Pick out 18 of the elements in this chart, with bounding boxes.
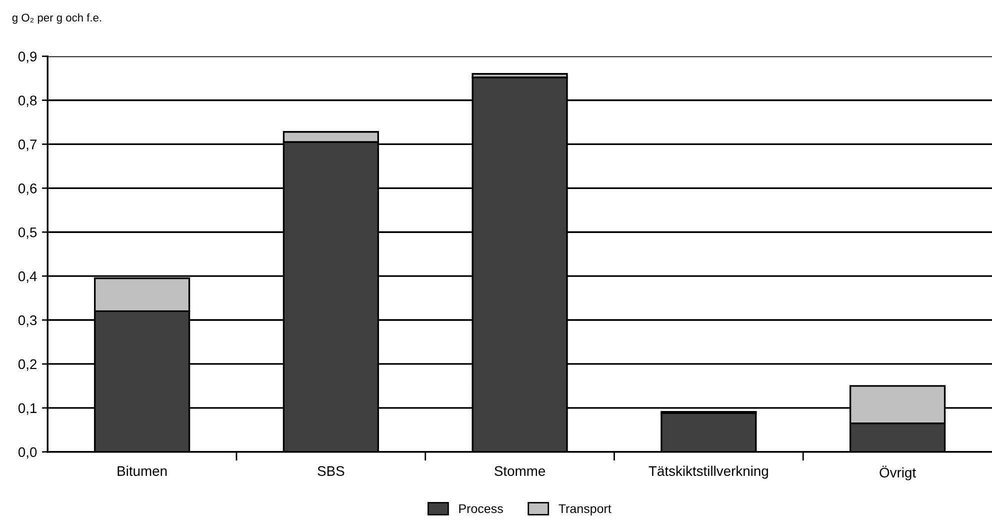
y-tick-label: 0,1	[18, 403, 37, 415]
legend-label: Process	[459, 504, 503, 514]
x-tick-label: Bitumen	[118, 466, 167, 476]
y-tick-label: 0,9	[18, 52, 37, 64]
y-tick-label: 0,5	[18, 227, 37, 239]
x-tick-label: Stomme	[494, 466, 546, 476]
y-tick-label: 0,0	[18, 447, 37, 459]
legend-label: Transport	[558, 504, 612, 516]
x-tick-label: Övrigt	[880, 466, 916, 480]
y-tick-label: 0,2	[18, 359, 37, 371]
y-tick-label: 0,3	[18, 315, 37, 327]
y-tick-label: 0,8	[18, 96, 37, 108]
y-axis-title: g O₂ per g och f.e.	[12, 13, 102, 24]
x-tick-label: Tätskiktstillverkning	[648, 466, 768, 479]
y-tick-label: 0,7	[18, 140, 37, 152]
x-tick-label: SBS	[318, 466, 344, 476]
y-tick-label: 0,6	[18, 183, 37, 195]
y-tick-label: 0,4	[18, 271, 37, 283]
